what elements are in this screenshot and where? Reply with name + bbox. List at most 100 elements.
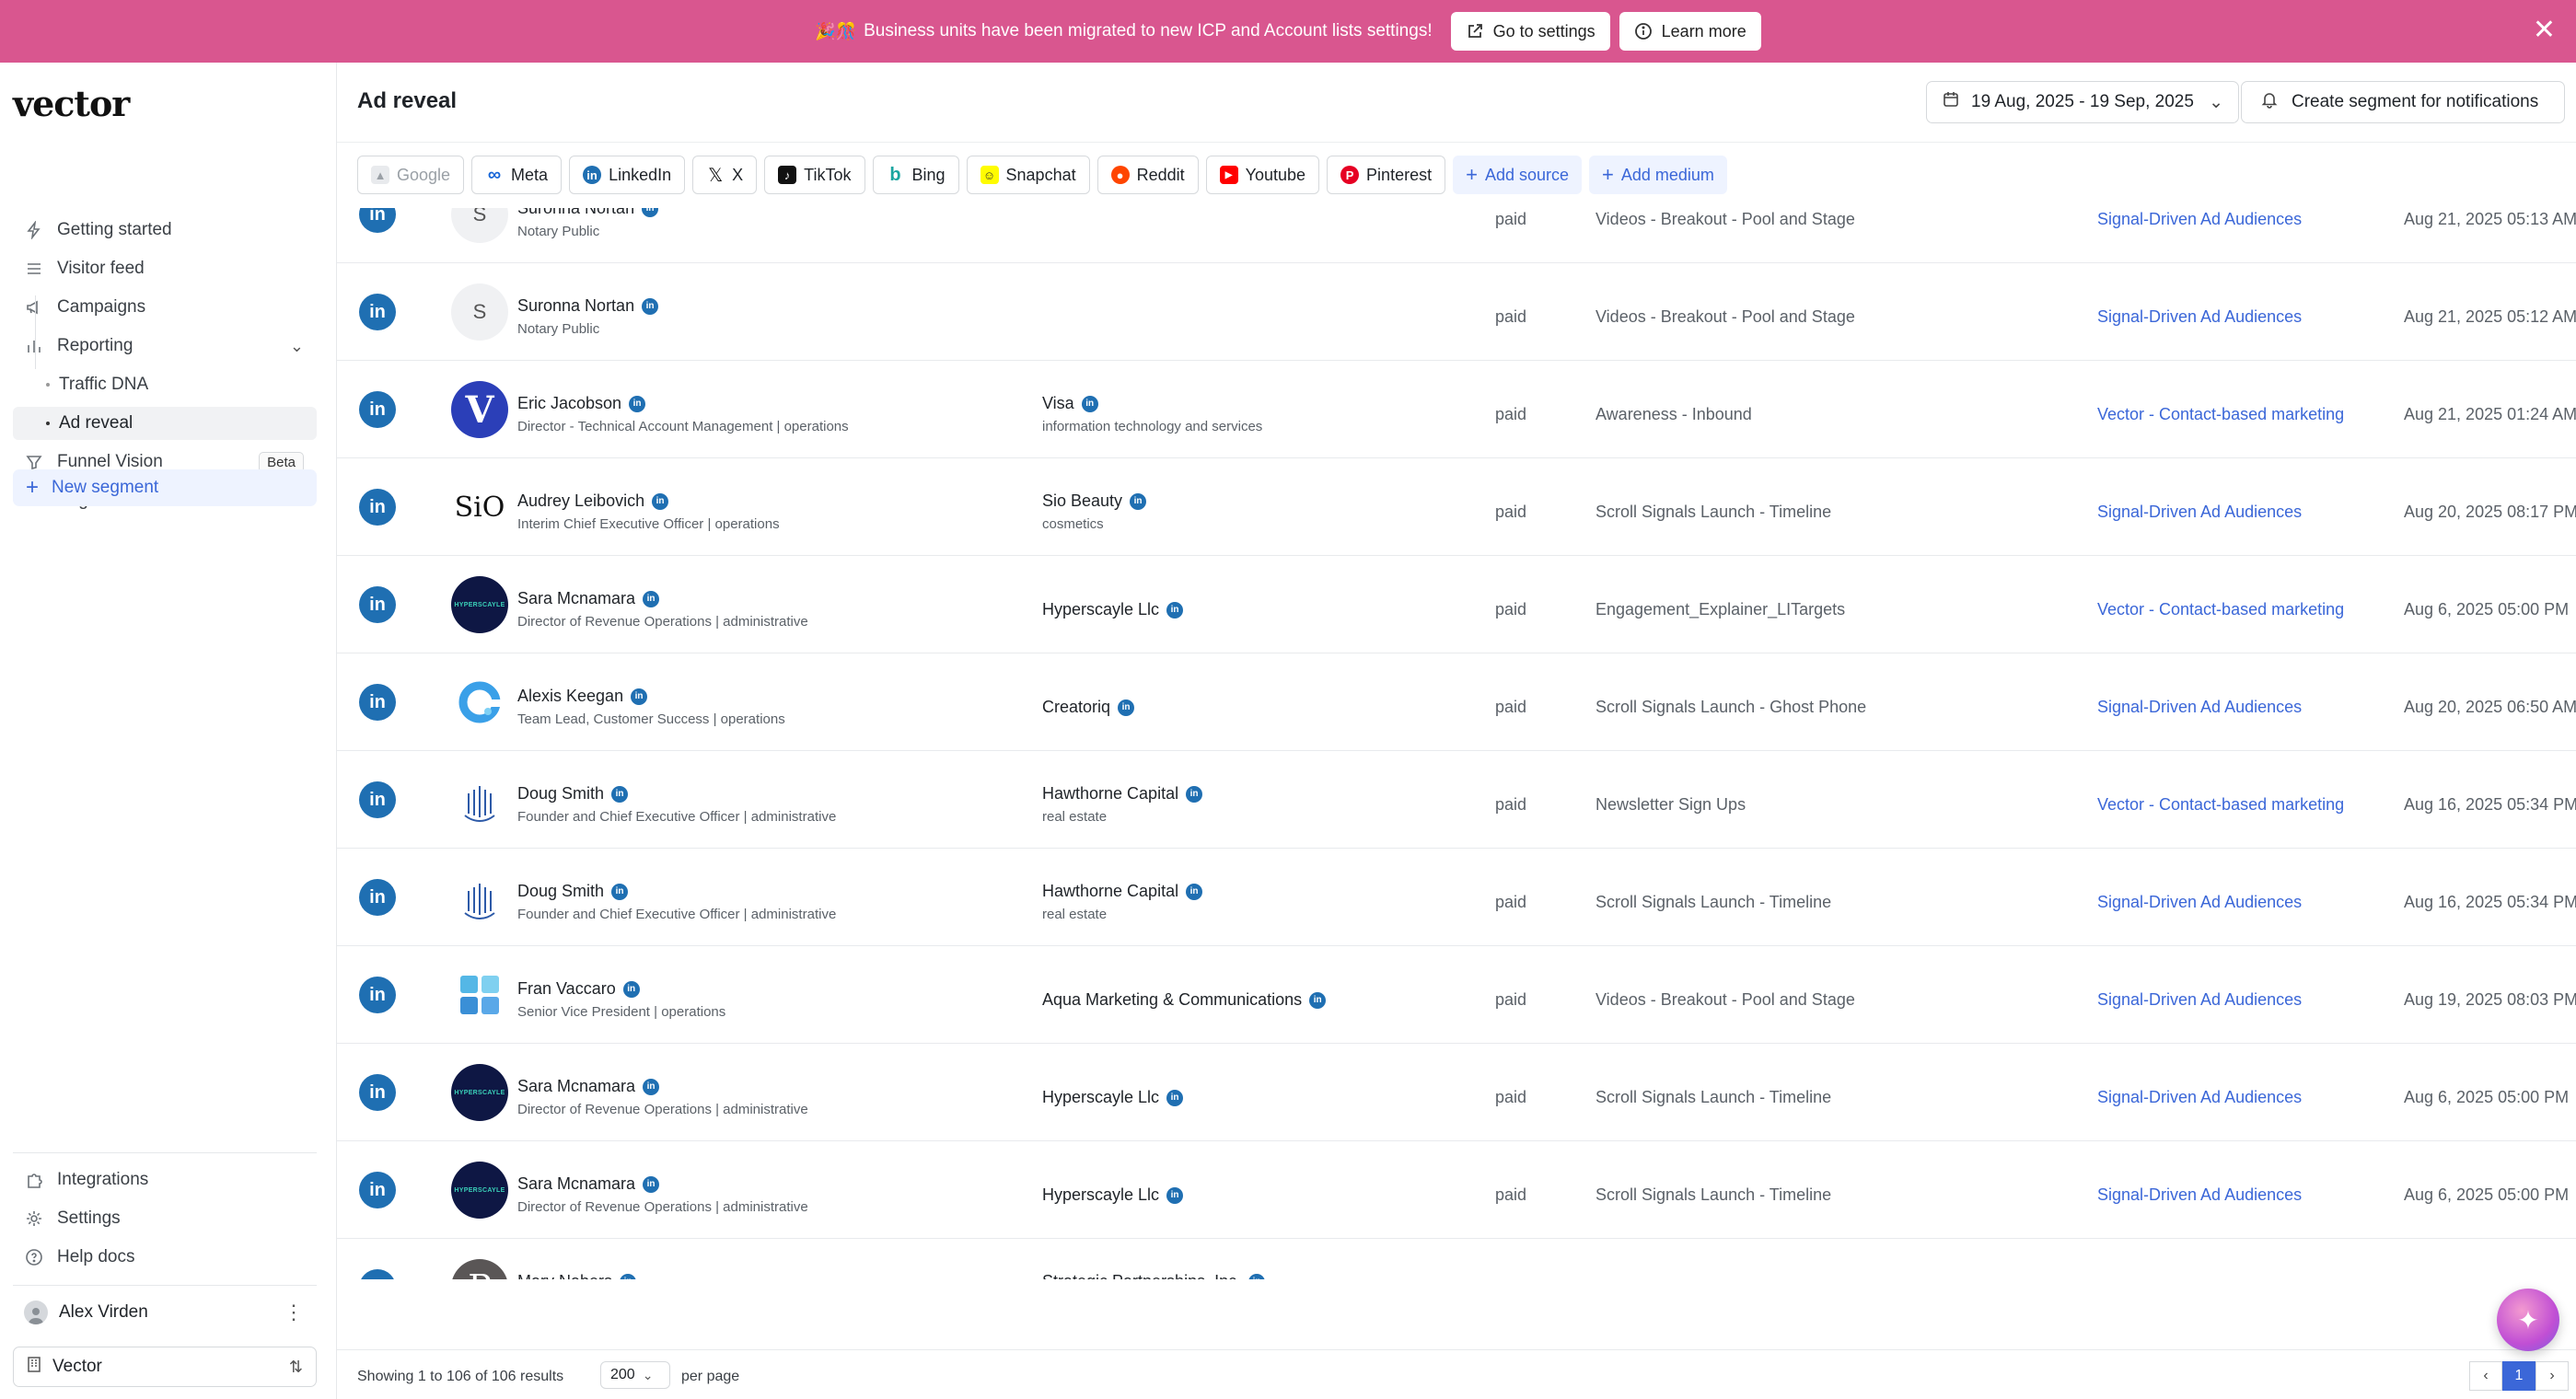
linkedin-icon[interactable]: in [1081,395,1098,412]
row-audience-link[interactable]: Signal-Driven Ad Audiences [2097,893,2303,911]
nav-campaigns[interactable]: Campaigns [13,291,317,324]
table-row[interactable]: in Doug Smith in Founder and Chief Executiv… [337,751,2576,849]
linkedin-icon[interactable]: in [642,297,659,315]
person-name[interactable]: Suronna Nortan in [517,208,659,218]
row-audience-link[interactable]: Vector - Contact-based marketing [2097,405,2345,423]
date-range-picker[interactable]: 19 Aug, 2025 - 19 Sep, 2025 ⌄ [1926,81,2239,123]
assistant-fab[interactable]: ✦ [2497,1289,2559,1351]
person-name[interactable]: Doug Smith in [517,882,629,901]
new-segment-button[interactable]: + New segment [13,469,317,506]
source-x[interactable]: 𝕏 X [692,156,758,194]
company-name[interactable]: Hawthorne Capital in [1042,882,1203,901]
person-name[interactable]: Doug Smith in [517,784,629,804]
close-icon[interactable]: ✕ [2532,15,2556,45]
nav-help-docs[interactable]: Help docs [13,1241,317,1274]
table-row[interactable]: in S Suronna Nortan in Notary Public paid Vide… [337,208,2576,263]
linkedin-icon[interactable]: in [1248,1273,1266,1279]
go-to-settings-button[interactable]: Go to settings [1450,12,1610,51]
company-name[interactable]: Hyperscayle Llc in [1042,600,1184,619]
table-row[interactable]: in HYPERSCAYLE Sara Mcnamara in Director of … [337,556,2576,653]
linkedin-icon[interactable]: in [611,883,629,900]
person-name[interactable]: Sara Mcnamara in [517,589,660,608]
table-row[interactable]: inPMary NabersinPresident / Chief Execut… [337,1239,2576,1279]
linkedin-icon[interactable]: in [1186,785,1203,803]
company-name[interactable]: Creatoriq in [1042,698,1135,717]
source-pinterest[interactable]: P Pinterest [1327,156,1446,194]
per-page-select[interactable]: 200 ⌄ [600,1361,670,1389]
company-name[interactable]: Aqua Marketing & Communications in [1042,990,1327,1010]
table-row[interactable]: in S Suronna Nortan in Notary Public paid Vide… [337,263,2576,361]
row-audience-link[interactable]: Vector - Contact-based marketing [2097,600,2345,619]
linkedin-icon[interactable]: in [1166,601,1184,619]
row-audience-link[interactable]: Signal-Driven Ad Audiences [2097,698,2303,716]
source-bing[interactable]: b Bing [872,156,959,194]
linkedin-icon[interactable]: in [622,980,640,998]
linkedin-icon[interactable]: in [643,1078,660,1095]
linkedin-icon[interactable]: in [642,208,659,217]
person-name[interactable]: Sara Mcnamara in [517,1174,660,1194]
vector-logo[interactable]: vector [13,83,130,124]
company-name[interactable]: Hyperscayle Llc in [1042,1088,1184,1107]
source-tiktok[interactable]: ♪ TikTok [764,156,865,194]
row-audience-link[interactable]: Signal-Driven Ad Audiences [2097,503,2303,521]
company-name[interactable]: Hawthorne Capital in [1042,784,1203,804]
person-name[interactable]: Sara Mcnamara in [517,1077,660,1096]
nav-reporting[interactable]: Reporting ⌄ [13,330,317,363]
source-youtube[interactable]: ▶ Youtube [1205,156,1320,194]
table-row[interactable]: in Doug Smith in Founder and Chief Executiv… [337,849,2576,946]
linkedin-icon[interactable]: in [1309,991,1327,1009]
linkedin-icon[interactable]: in [629,395,646,412]
add-source-button[interactable]: + Add source [1453,156,1583,194]
table-row[interactable]: in HYPERSCAYLE Sara Mcnamara in Director of … [337,1141,2576,1239]
linkedin-icon[interactable]: in [620,1273,637,1279]
linkedin-icon[interactable]: in [1166,1186,1184,1204]
table-row[interactable]: in SiO Audrey Leibovich in Interim Chief Exe… [337,458,2576,556]
linkedin-icon[interactable]: in [643,1175,660,1193]
source-snapchat[interactable]: ☺ Snapchat [966,156,1090,194]
row-audience-link[interactable]: Signal-Driven Ad Audiences [2097,210,2303,228]
person-name[interactable]: Audrey Leibovich in [517,491,669,511]
nav-visitor-feed[interactable]: Visitor feed [13,252,317,285]
more-vertical-icon[interactable]: ⋮ [284,1301,304,1324]
nav-traffic-dna[interactable]: Traffic DNA [13,368,317,401]
table-row[interactable]: in Fran Vaccaro in Senior Vice President | … [337,946,2576,1044]
person-name[interactable]: Eric Jacobson in [517,394,646,413]
linkedin-icon[interactable]: in [1118,699,1135,716]
row-audience-link[interactable]: Signal-Driven Ad Audiences [2097,307,2303,326]
linkedin-icon[interactable]: in [652,492,669,510]
nav-getting-started[interactable]: Getting started [13,214,317,247]
nav-integrations[interactable]: Integrations [13,1163,317,1197]
source-linkedin[interactable]: in LinkedIn [569,156,686,194]
linkedin-icon[interactable]: in [1130,492,1147,510]
add-medium-button[interactable]: + Add medium [1589,156,1727,194]
learn-more-button[interactable]: Learn more [1619,12,1761,51]
user-menu[interactable]: Alex Virden ⋮ [13,1294,317,1331]
row-audience-link[interactable]: Signal-Driven Ad Audiences [2097,1185,2303,1204]
row-audience-link[interactable]: Signal-Driven Ad Audiences [2097,990,2303,1009]
linkedin-icon[interactable]: in [643,590,660,607]
linkedin-icon[interactable]: in [1186,883,1203,900]
prev-page-button[interactable]: ‹ [2469,1361,2502,1391]
person-name[interactable]: Suronna Nortan in [517,296,659,316]
source-google[interactable]: ▲ Google [357,156,465,194]
nav-settings[interactable]: Settings [13,1202,317,1235]
workspace-switcher[interactable]: Vector ⇅ [13,1347,317,1387]
table-row[interactable]: in V Eric Jacobson in Director - Technical A… [337,361,2576,458]
company-name[interactable]: Strategic Partnerships, Inc. in [1042,1272,1266,1279]
linkedin-icon[interactable]: in [631,688,648,705]
table-row[interactable]: in HYPERSCAYLE Sara Mcnamara in Director of … [337,1044,2576,1141]
source-meta[interactable]: ∞ Meta [471,156,563,194]
nav-ad-reveal[interactable]: Ad reveal [13,407,317,440]
nav-funnel-vision[interactable]: Funnel Vision Beta [13,445,317,479]
person-name[interactable]: Alexis Keegan in [517,687,648,706]
page-button-1[interactable]: 1 [2502,1361,2535,1391]
person-name[interactable]: Fran Vaccaro in [517,979,640,999]
company-name[interactable]: Visa in [1042,394,1098,413]
person-name[interactable]: Mary Nabers in [517,1272,637,1279]
linkedin-icon[interactable]: in [1166,1089,1184,1106]
next-page-button[interactable]: › [2535,1361,2569,1391]
row-audience-link[interactable]: Vector - Contact-based marketing [2097,795,2345,814]
row-audience-link[interactable]: Signal-Driven Ad Audiences [2097,1088,2303,1106]
company-name[interactable]: Hyperscayle Llc in [1042,1185,1184,1205]
source-reddit[interactable]: ● Reddit [1097,156,1199,194]
